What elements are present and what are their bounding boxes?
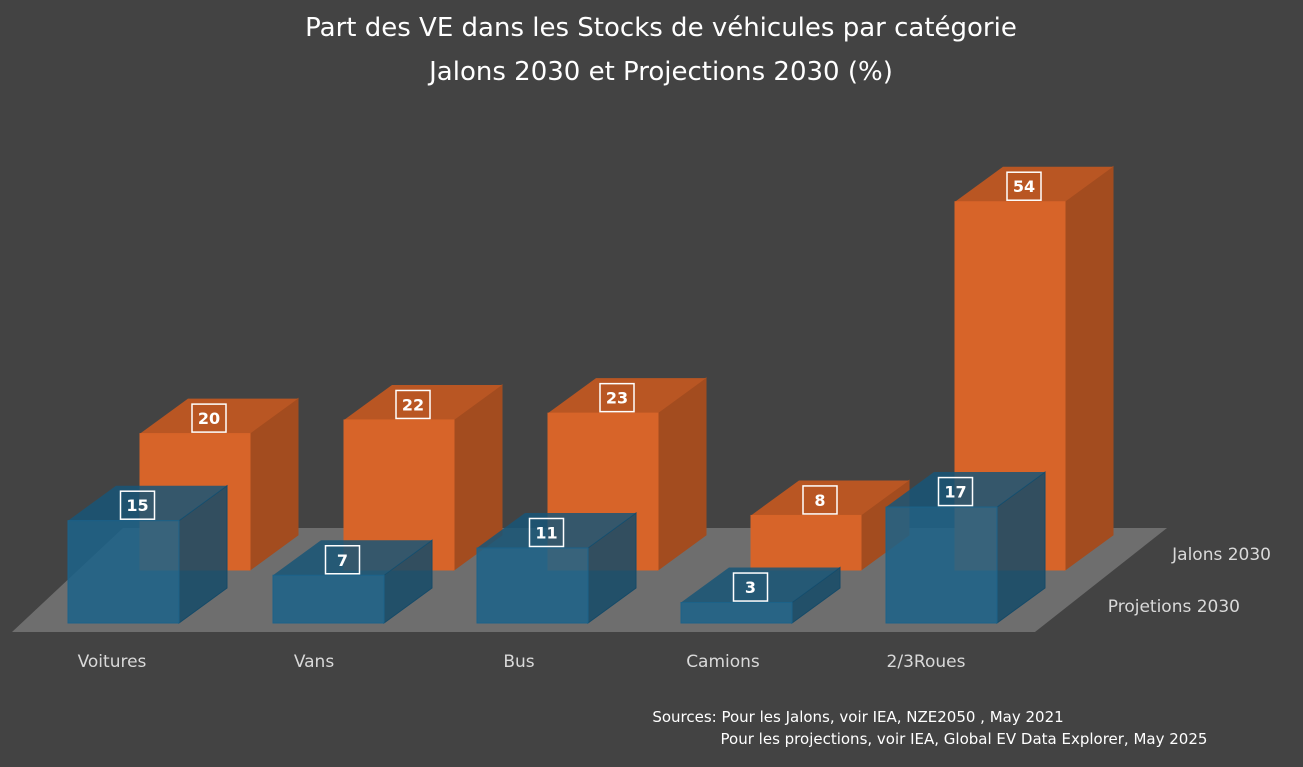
bar-jalons-Voitures — [139, 397, 299, 571]
bar-projetions-Voitures — [67, 484, 228, 624]
data-label-text: 23 — [606, 389, 628, 408]
bar-top — [548, 378, 706, 414]
data-label-box — [395, 389, 431, 420]
bar-projetions-2/3Roues — [885, 471, 1046, 624]
data-label-projetions-2/3Roues: 17 — [937, 476, 974, 507]
series-label-projetions: Projetions 2030 — [1108, 597, 1240, 617]
bar-top — [68, 485, 227, 521]
data-label-box — [119, 490, 156, 520]
bar-top — [751, 480, 909, 516]
data-label-text: 7 — [337, 551, 348, 570]
bar-front — [885, 506, 998, 624]
data-label-jalons-Vans: 22 — [395, 389, 431, 420]
data-label-text: 54 — [1013, 177, 1035, 196]
category-label-0: Voitures — [78, 652, 147, 672]
data-label-projetions-Voitures: 15 — [119, 490, 156, 520]
series-label-jalons: Jalons 2030 — [1171, 545, 1271, 565]
data-label-text: 15 — [126, 496, 148, 515]
data-label-jalons-Voitures: 20 — [191, 403, 227, 433]
category-label-2: Bus — [503, 652, 534, 672]
category-label-1: Vans — [294, 652, 335, 672]
series-axis-labels: Jalons 2030 Projetions 2030 — [1108, 545, 1271, 617]
data-label-box — [528, 517, 565, 548]
bar-projetions-Camions — [680, 566, 841, 624]
data-label-box — [802, 485, 838, 515]
data-label-text: 8 — [814, 491, 825, 510]
data-label-box — [1006, 171, 1042, 201]
bar-front — [750, 514, 862, 571]
chart-title: Part des VE dans les Stocks de véhicules… — [305, 13, 1017, 43]
data-label-box — [599, 382, 635, 413]
bar-front — [680, 602, 793, 624]
data-label-box — [937, 476, 974, 507]
bar-top — [273, 540, 432, 576]
category-label-4: 2/3Roues — [887, 652, 966, 672]
data-label-jalons-2/3Roues: 54 — [1006, 171, 1042, 201]
sources-line-1: Sources: Pour les Jalons, voir IEA, NZE2… — [652, 708, 1063, 726]
bar-top — [140, 398, 298, 434]
data-label-text: 20 — [198, 409, 220, 428]
bar-front — [67, 520, 180, 624]
data-label-box — [191, 403, 227, 433]
sources-line-2: Pour les projections, voir IEA, Global E… — [721, 730, 1208, 748]
front-series-bars — [67, 471, 1046, 624]
data-label-text: 11 — [535, 523, 557, 542]
category-label-3: Camions — [686, 652, 760, 672]
bar-top — [681, 567, 840, 603]
bar-front — [476, 547, 589, 624]
bar-top — [344, 384, 502, 420]
chart-subtitle: Jalons 2030 et Projections 2030 (%) — [427, 57, 893, 87]
bar-top — [886, 472, 1045, 508]
bar-projetions-Vans — [272, 539, 433, 624]
data-label-projetions-Bus: 11 — [528, 517, 565, 548]
data-label-text: 22 — [402, 395, 424, 414]
bar-top — [955, 166, 1113, 202]
bar-side — [1064, 165, 1114, 571]
category-axis-labels: Voitures Vans Bus Camions 2/3Roues — [78, 652, 966, 672]
data-label-text: 3 — [745, 578, 756, 597]
data-label-jalons-Camions: 8 — [802, 485, 838, 515]
data-labels: 20 22 23 8 54 15 7 11 3 17 — [119, 171, 1042, 602]
data-label-text: 17 — [944, 483, 966, 502]
data-label-projetions-Vans: 7 — [324, 545, 361, 575]
data-label-jalons-Bus: 23 — [599, 382, 635, 413]
bar-front — [272, 574, 385, 624]
data-label-projetions-Camions: 3 — [732, 572, 769, 602]
bar-projetions-Bus — [476, 511, 637, 624]
data-label-box — [324, 545, 361, 575]
bar-top — [477, 512, 636, 548]
data-label-box — [732, 572, 769, 602]
